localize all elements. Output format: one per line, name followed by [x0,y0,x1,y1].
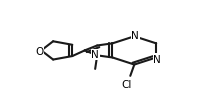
Text: N: N [91,50,99,60]
Text: N: N [132,31,139,41]
Text: Cl: Cl [121,80,132,89]
Text: O: O [35,47,43,56]
Text: N: N [153,54,161,64]
